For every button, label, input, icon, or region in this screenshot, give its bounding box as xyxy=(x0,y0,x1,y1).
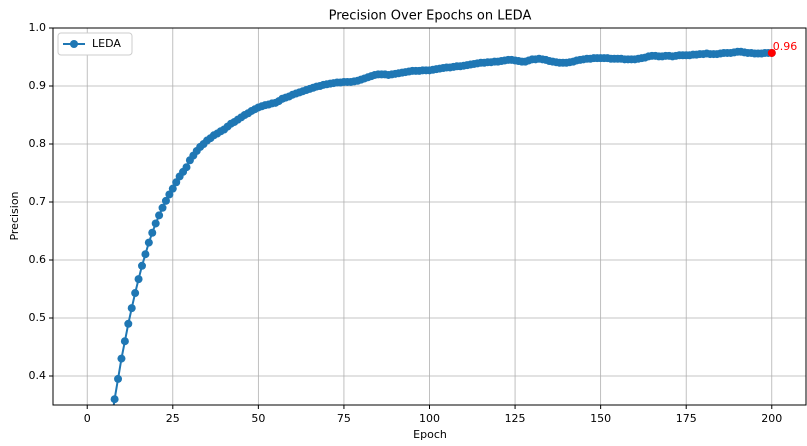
data-point xyxy=(182,163,191,172)
data-point xyxy=(155,211,164,220)
y-axis-label: Precision xyxy=(8,191,21,240)
x-axis-label: Epoch xyxy=(413,428,447,441)
annotation-label: 0.96 xyxy=(773,40,798,53)
x-tick-label: 125 xyxy=(505,412,526,425)
x-tick-label: 200 xyxy=(761,412,782,425)
x-tick-label: 150 xyxy=(590,412,611,425)
legend: LEDA xyxy=(57,32,133,56)
data-point xyxy=(148,228,157,237)
chart-title: Precision Over Epochs on LEDA xyxy=(329,9,532,24)
data-point xyxy=(158,203,167,212)
data-point xyxy=(127,304,136,313)
data-point xyxy=(131,289,140,298)
data-point xyxy=(114,374,123,383)
legend-label: LEDA xyxy=(92,37,121,50)
data-point xyxy=(117,354,126,363)
annotation-marker xyxy=(767,48,776,57)
y-tick-label: 0.9 xyxy=(29,79,47,92)
grid xyxy=(53,27,806,405)
y-tick-label: 0.6 xyxy=(29,253,47,266)
x-tick-label: 0 xyxy=(84,412,91,425)
legend-marker xyxy=(70,40,78,48)
data-point xyxy=(165,190,174,199)
data-point xyxy=(120,337,129,346)
legend-box xyxy=(57,32,133,56)
x-tick-label: 50 xyxy=(251,412,265,425)
data-point xyxy=(110,395,119,404)
data-point xyxy=(144,238,153,247)
data-point xyxy=(141,250,150,259)
y-tick-label: 0.7 xyxy=(29,195,47,208)
x-tick-label: 75 xyxy=(337,412,351,425)
data-point xyxy=(124,319,133,328)
data-point xyxy=(168,184,177,193)
x-tick-label: 100 xyxy=(419,412,440,425)
y-tick-label: 0.8 xyxy=(29,137,47,150)
plot-area xyxy=(110,47,776,405)
x-tick-label: 25 xyxy=(166,412,180,425)
data-point xyxy=(134,275,143,284)
y-tick-label: 1.0 xyxy=(29,21,47,34)
x-tick-label: 175 xyxy=(676,412,697,425)
data-point xyxy=(161,196,170,205)
data-point xyxy=(151,219,160,228)
y-tick-label: 0.5 xyxy=(29,311,47,324)
y-tick-label: 0.4 xyxy=(29,369,47,382)
data-point xyxy=(137,261,146,270)
data-point xyxy=(172,178,181,187)
